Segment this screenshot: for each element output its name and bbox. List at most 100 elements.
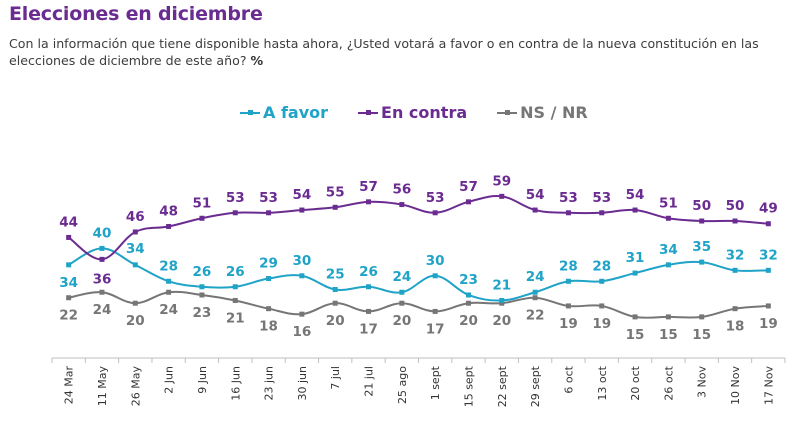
- data-point-en-contra: [332, 204, 338, 210]
- data-label-a-favor: 34: [59, 275, 78, 291]
- data-point-en-contra: [665, 215, 671, 221]
- data-point-ns-nr: [232, 297, 238, 303]
- x-tick-label: 30 jun: [296, 366, 309, 401]
- data-label-a-favor: 26: [226, 264, 245, 280]
- data-label-ns-nr: 15: [626, 327, 645, 343]
- data-point-ns-nr: [532, 295, 538, 301]
- x-tick-label: 17 Nov: [762, 366, 775, 405]
- chart-title: Elecciones en diciembre: [9, 3, 263, 25]
- x-tick-label: 10 Nov: [729, 366, 742, 405]
- data-label-en-contra: 59: [492, 173, 511, 189]
- data-label-en-contra: 49: [759, 201, 778, 217]
- x-tick-label: 23 jun: [263, 366, 276, 401]
- data-label-ns-nr: 19: [592, 316, 611, 332]
- data-point-ns-nr: [99, 289, 105, 295]
- data-point-a-favor: [699, 259, 705, 265]
- data-point-ns-nr: [632, 314, 638, 320]
- data-point-a-favor: [132, 262, 138, 268]
- data-labels: 22 24 20 24 23 21 18 16 20 17 20 17 20 20 22 19 19 15 15 15…: [59, 173, 777, 343]
- data-point-a-favor: [332, 287, 338, 292]
- series-line-en-contra: [68, 195, 769, 261]
- x-tick-label: 20 oct: [629, 365, 642, 400]
- data-point-a-favor: [765, 267, 771, 273]
- data-point-a-favor: [565, 278, 571, 284]
- data-label-en-contra: 50: [726, 198, 745, 214]
- data-label-ns-nr: 19: [759, 316, 778, 332]
- x-tick-label: 1 sept: [429, 365, 442, 400]
- data-label-ns-nr: 19: [559, 316, 578, 332]
- data-point-a-favor: [532, 289, 538, 295]
- data-label-en-contra: 51: [193, 195, 212, 211]
- data-label-en-contra: 46: [126, 209, 145, 225]
- data-label-a-favor: 30: [292, 253, 311, 269]
- x-tick-label: 22 sept: [496, 365, 509, 407]
- x-tick-label: 25 ago: [396, 366, 409, 404]
- x-tick-label: 29 sept: [529, 365, 542, 407]
- data-label-ns-nr: 15: [692, 327, 711, 343]
- data-point-a-favor: [465, 292, 471, 298]
- data-label-a-favor: 29: [259, 256, 278, 272]
- data-label-a-favor: 25: [326, 267, 345, 283]
- data-point-en-contra: [532, 207, 538, 213]
- data-point-a-favor: [432, 273, 438, 279]
- data-point-en-contra: [399, 202, 405, 208]
- data-label-a-favor: 35: [692, 239, 711, 255]
- data-label-en-contra: 36: [93, 271, 112, 287]
- data-label-ns-nr: 24: [159, 302, 178, 318]
- x-tick-label: 6 oct: [562, 365, 575, 393]
- data-label-ns-nr: 15: [659, 327, 678, 343]
- data-point-a-favor: [732, 267, 738, 273]
- data-label-ns-nr: 18: [259, 319, 278, 335]
- legend-item-a-favor: A favor: [240, 103, 328, 122]
- data-label-en-contra: 53: [259, 190, 278, 206]
- data-point-a-favor: [166, 278, 172, 284]
- data-label-en-contra: 55: [326, 184, 345, 200]
- data-point-a-favor: [232, 284, 238, 290]
- data-label-ns-nr: 20: [326, 313, 345, 329]
- data-point-en-contra: [199, 215, 205, 221]
- data-point-a-favor: [299, 273, 305, 279]
- data-point-ns-nr: [199, 292, 205, 298]
- data-label-a-favor: 31: [626, 250, 645, 266]
- legend: A favor En contra NS / NR: [240, 103, 588, 122]
- x-tick-label: 11 May: [96, 366, 109, 407]
- x-tick-label: 13 oct: [596, 365, 609, 400]
- data-label-en-contra: 44: [59, 214, 78, 230]
- data-point-en-contra: [99, 256, 105, 262]
- data-point-ns-nr: [599, 303, 605, 309]
- data-point-a-favor: [665, 262, 671, 268]
- data-point-a-favor: [499, 297, 505, 303]
- data-point-en-contra: [499, 193, 505, 199]
- data-point-ns-nr: [299, 311, 305, 317]
- data-label-a-favor: 28: [159, 258, 178, 274]
- data-label-a-favor: 28: [592, 258, 611, 274]
- data-point-en-contra: [765, 221, 771, 227]
- data-point-a-favor: [199, 284, 205, 290]
- legend-swatch-en-contra: [358, 110, 379, 115]
- data-label-en-contra: 54: [292, 187, 311, 203]
- data-point-ns-nr: [699, 314, 705, 320]
- data-label-en-contra: 53: [559, 190, 578, 206]
- data-point-ns-nr: [66, 295, 72, 301]
- x-tick-label: 26 oct: [662, 365, 675, 400]
- data-point-en-contra: [366, 199, 372, 205]
- subtitle-unit: %: [250, 53, 264, 68]
- data-point-en-contra: [565, 210, 571, 216]
- data-point-en-contra: [465, 199, 471, 205]
- series-lines: [66, 193, 771, 320]
- data-label-a-favor: 30: [426, 253, 445, 269]
- data-label-en-contra: 53: [426, 190, 445, 206]
- data-label-a-favor: 34: [659, 242, 678, 258]
- x-tick-label: 9 Jun: [196, 366, 209, 394]
- data-point-ns-nr: [332, 300, 338, 306]
- data-point-en-contra: [699, 218, 705, 224]
- x-axis: 24 Mar 11 May 26 May 2 Jun 9 Jun 16 Jun 23 jun…: [51, 357, 786, 407]
- data-point-a-favor: [399, 289, 405, 295]
- data-point-en-contra: [299, 207, 305, 213]
- data-point-ns-nr: [366, 308, 372, 314]
- data-label-ns-nr: 20: [459, 313, 478, 329]
- data-point-en-contra: [732, 218, 738, 224]
- data-label-ns-nr: 18: [726, 319, 745, 335]
- data-point-a-favor: [366, 284, 372, 290]
